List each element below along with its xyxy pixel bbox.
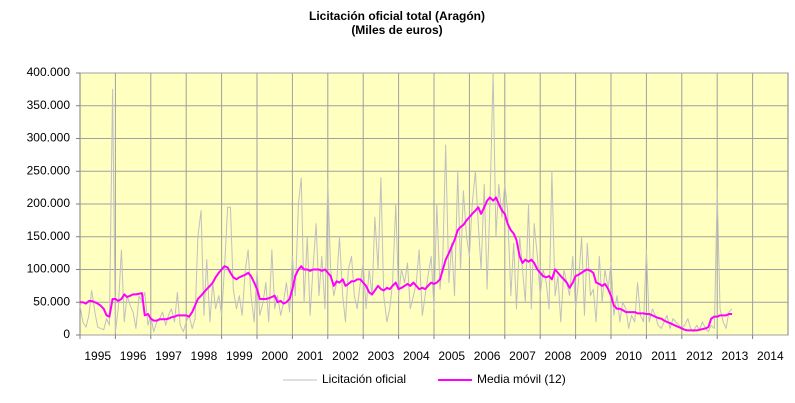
x-tick-label: 2014: [757, 349, 784, 363]
y-tick-label: 400.000: [27, 65, 71, 79]
x-tick-label: 2001: [297, 349, 324, 363]
x-tick-label: 1996: [120, 349, 147, 363]
x-tick-label: 1995: [84, 349, 111, 363]
x-tick-label: 2009: [580, 349, 607, 363]
x-tick-label: 2005: [438, 349, 465, 363]
y-tick-label: 300.000: [27, 131, 71, 145]
x-tick-label: 2013: [722, 349, 749, 363]
y-tick-label: 350.000: [27, 98, 71, 112]
x-tick-label: 2004: [403, 349, 430, 363]
y-tick-label: 0: [63, 327, 70, 341]
series-line: [80, 196, 733, 332]
x-tick-label: 2000: [261, 349, 288, 363]
x-tick-label: 2002: [332, 349, 359, 363]
legend-label: Licitación oficial: [322, 372, 406, 386]
x-tick-label: 2011: [651, 349, 677, 363]
chart-subtitle: (Miles de euros): [351, 23, 442, 37]
y-tick-label: 250.000: [27, 163, 71, 177]
x-tick-label: 2012: [686, 349, 713, 363]
x-tick-label: 2010: [615, 349, 642, 363]
x-tick-label: 1997: [155, 349, 182, 363]
x-tick-label: 1998: [191, 349, 218, 363]
y-tick-label: 200.000: [27, 196, 71, 210]
x-tick-label: 2003: [368, 349, 395, 363]
y-tick-label: 100.000: [27, 262, 71, 276]
y-tick-label: 50.000: [33, 294, 70, 308]
x-tick-label: 2007: [509, 349, 536, 363]
x-tick-label: 2008: [545, 349, 572, 363]
legend-label: Media móvil (12): [477, 372, 566, 386]
x-tick-label: 1999: [226, 349, 253, 363]
y-tick-label: 150.000: [27, 229, 71, 243]
chart-title: Licitación oficial total (Aragón): [309, 9, 485, 23]
x-tick-label: 2006: [474, 349, 501, 363]
